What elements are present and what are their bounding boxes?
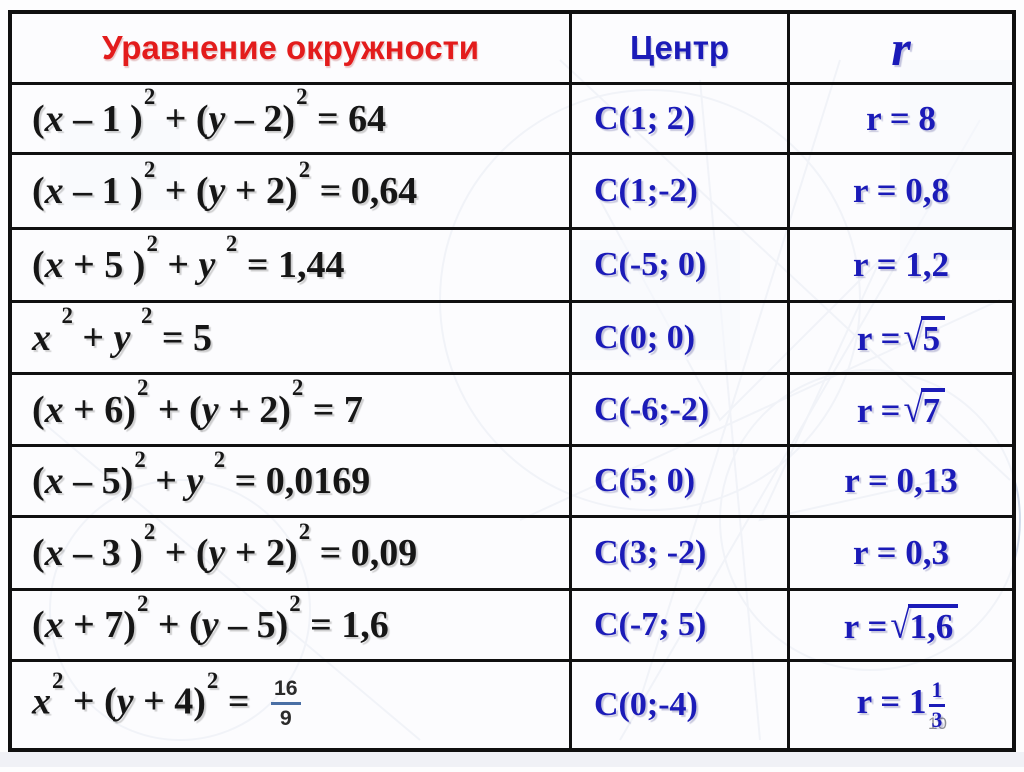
radius-cell: r = 8 [790, 85, 1012, 155]
equation-value: (x + 6)2 + (y + 2)2 = 7 [32, 375, 363, 431]
equation-cell: (x – 3 )2 + (y + 2)2 = 0,09 [12, 518, 572, 591]
radius-cell: r = 1,2 [790, 230, 1012, 303]
header-center: Центр [572, 14, 790, 85]
header-radius: r [790, 14, 1012, 85]
equation-value: (x – 1 )2 + (y + 2)2 = 0,64 [32, 156, 418, 212]
radius-cell: r = 0,8 [790, 155, 1012, 230]
header-equation-label: Уравнение окружности [101, 29, 480, 66]
center-value: C(-5; 0) [594, 246, 707, 283]
radius-value: r =√7 [857, 387, 946, 431]
radius-value: r = 1,2 [852, 245, 950, 284]
center-cell: C(0; 0) [572, 303, 790, 375]
radius-value: r = 0,13 [844, 461, 958, 500]
center-value: C(0; 0) [594, 318, 696, 356]
equation-cell: (x – 1 )2 + (y – 2)2 = 64 [12, 85, 572, 155]
radius-cell: r = 0,3 [790, 518, 1012, 591]
radius-cell: r =√1,6 [790, 591, 1012, 662]
radius-cell: r =√7 [790, 375, 1012, 447]
equation-value: (x + 5 )2 + y 2 = 1,44 [32, 230, 345, 286]
equation-cell: (x + 5 )2 + y 2 = 1,44 [12, 230, 572, 303]
circle-equations-table: Уравнение окружности Центр r (x – 1 )2 +… [8, 10, 1016, 752]
center-value: C(3; -2) [594, 534, 707, 571]
equation-cell: x 2 + y 2 = 5 [12, 303, 572, 375]
equation-cell: x2 + (y + 4)2 = 16 9 [12, 662, 572, 748]
radius-value: r = 0,3 [852, 533, 950, 572]
header-radius-label: r [891, 20, 911, 76]
radius-value: r = 8 [866, 98, 936, 138]
center-cell: C(1; 2) [572, 85, 790, 155]
center-value: C(5; 0) [594, 462, 696, 499]
equation-cell: (x + 6)2 + (y + 2)2 = 7 [12, 375, 572, 447]
center-value: C(-7; 5) [594, 606, 707, 643]
equation-cell: (x + 7)2 + (y – 5)2 = 1,6 [12, 591, 572, 662]
center-cell: C(-7; 5) [572, 591, 790, 662]
equation-value: (x – 5)2 + y 2 = 0,0169 [32, 446, 371, 502]
equation-cell: (x – 1 )2 + (y + 2)2 = 0,64 [12, 155, 572, 230]
equation-value: (x + 7)2 + (y – 5)2 = 1,6 [32, 590, 389, 646]
center-value: C(-6;-2) [594, 390, 710, 428]
header-center-label: Центр [629, 29, 730, 66]
radius-value: r =√1,6 [844, 602, 959, 647]
equation-value: x 2 + y 2 = 5 [32, 303, 212, 359]
center-cell: C(-6;-2) [572, 375, 790, 447]
center-value: C(0;-4) [594, 686, 698, 723]
equation-cell: (x – 5)2 + y 2 = 0,0169 [12, 447, 572, 518]
radius-value: r =√5 [857, 315, 946, 359]
center-cell: C(1;-2) [572, 155, 790, 230]
equation-value: (x – 1 )2 + (y – 2)2 = 64 [32, 84, 387, 140]
equation-value: x2 + (y + 4)2 = 16 9 [32, 669, 301, 731]
center-cell: C(0;-4) [572, 662, 790, 748]
header-equation: Уравнение окружности [12, 14, 572, 85]
radius-cell: r = 0,13 [790, 447, 1012, 518]
center-value: C(1; 2) [594, 99, 696, 137]
center-cell: C(5; 0) [572, 447, 790, 518]
equation-value: (x – 3 )2 + (y + 2)2 = 0,09 [32, 518, 418, 574]
center-cell: C(3; -2) [572, 518, 790, 591]
page-number: 10 [928, 714, 947, 733]
center-cell: C(-5; 0) [572, 230, 790, 303]
center-value: C(1;-2) [594, 172, 698, 209]
radius-value: r = 0,8 [852, 171, 950, 210]
radius-cell: r =√5 [790, 303, 1012, 375]
